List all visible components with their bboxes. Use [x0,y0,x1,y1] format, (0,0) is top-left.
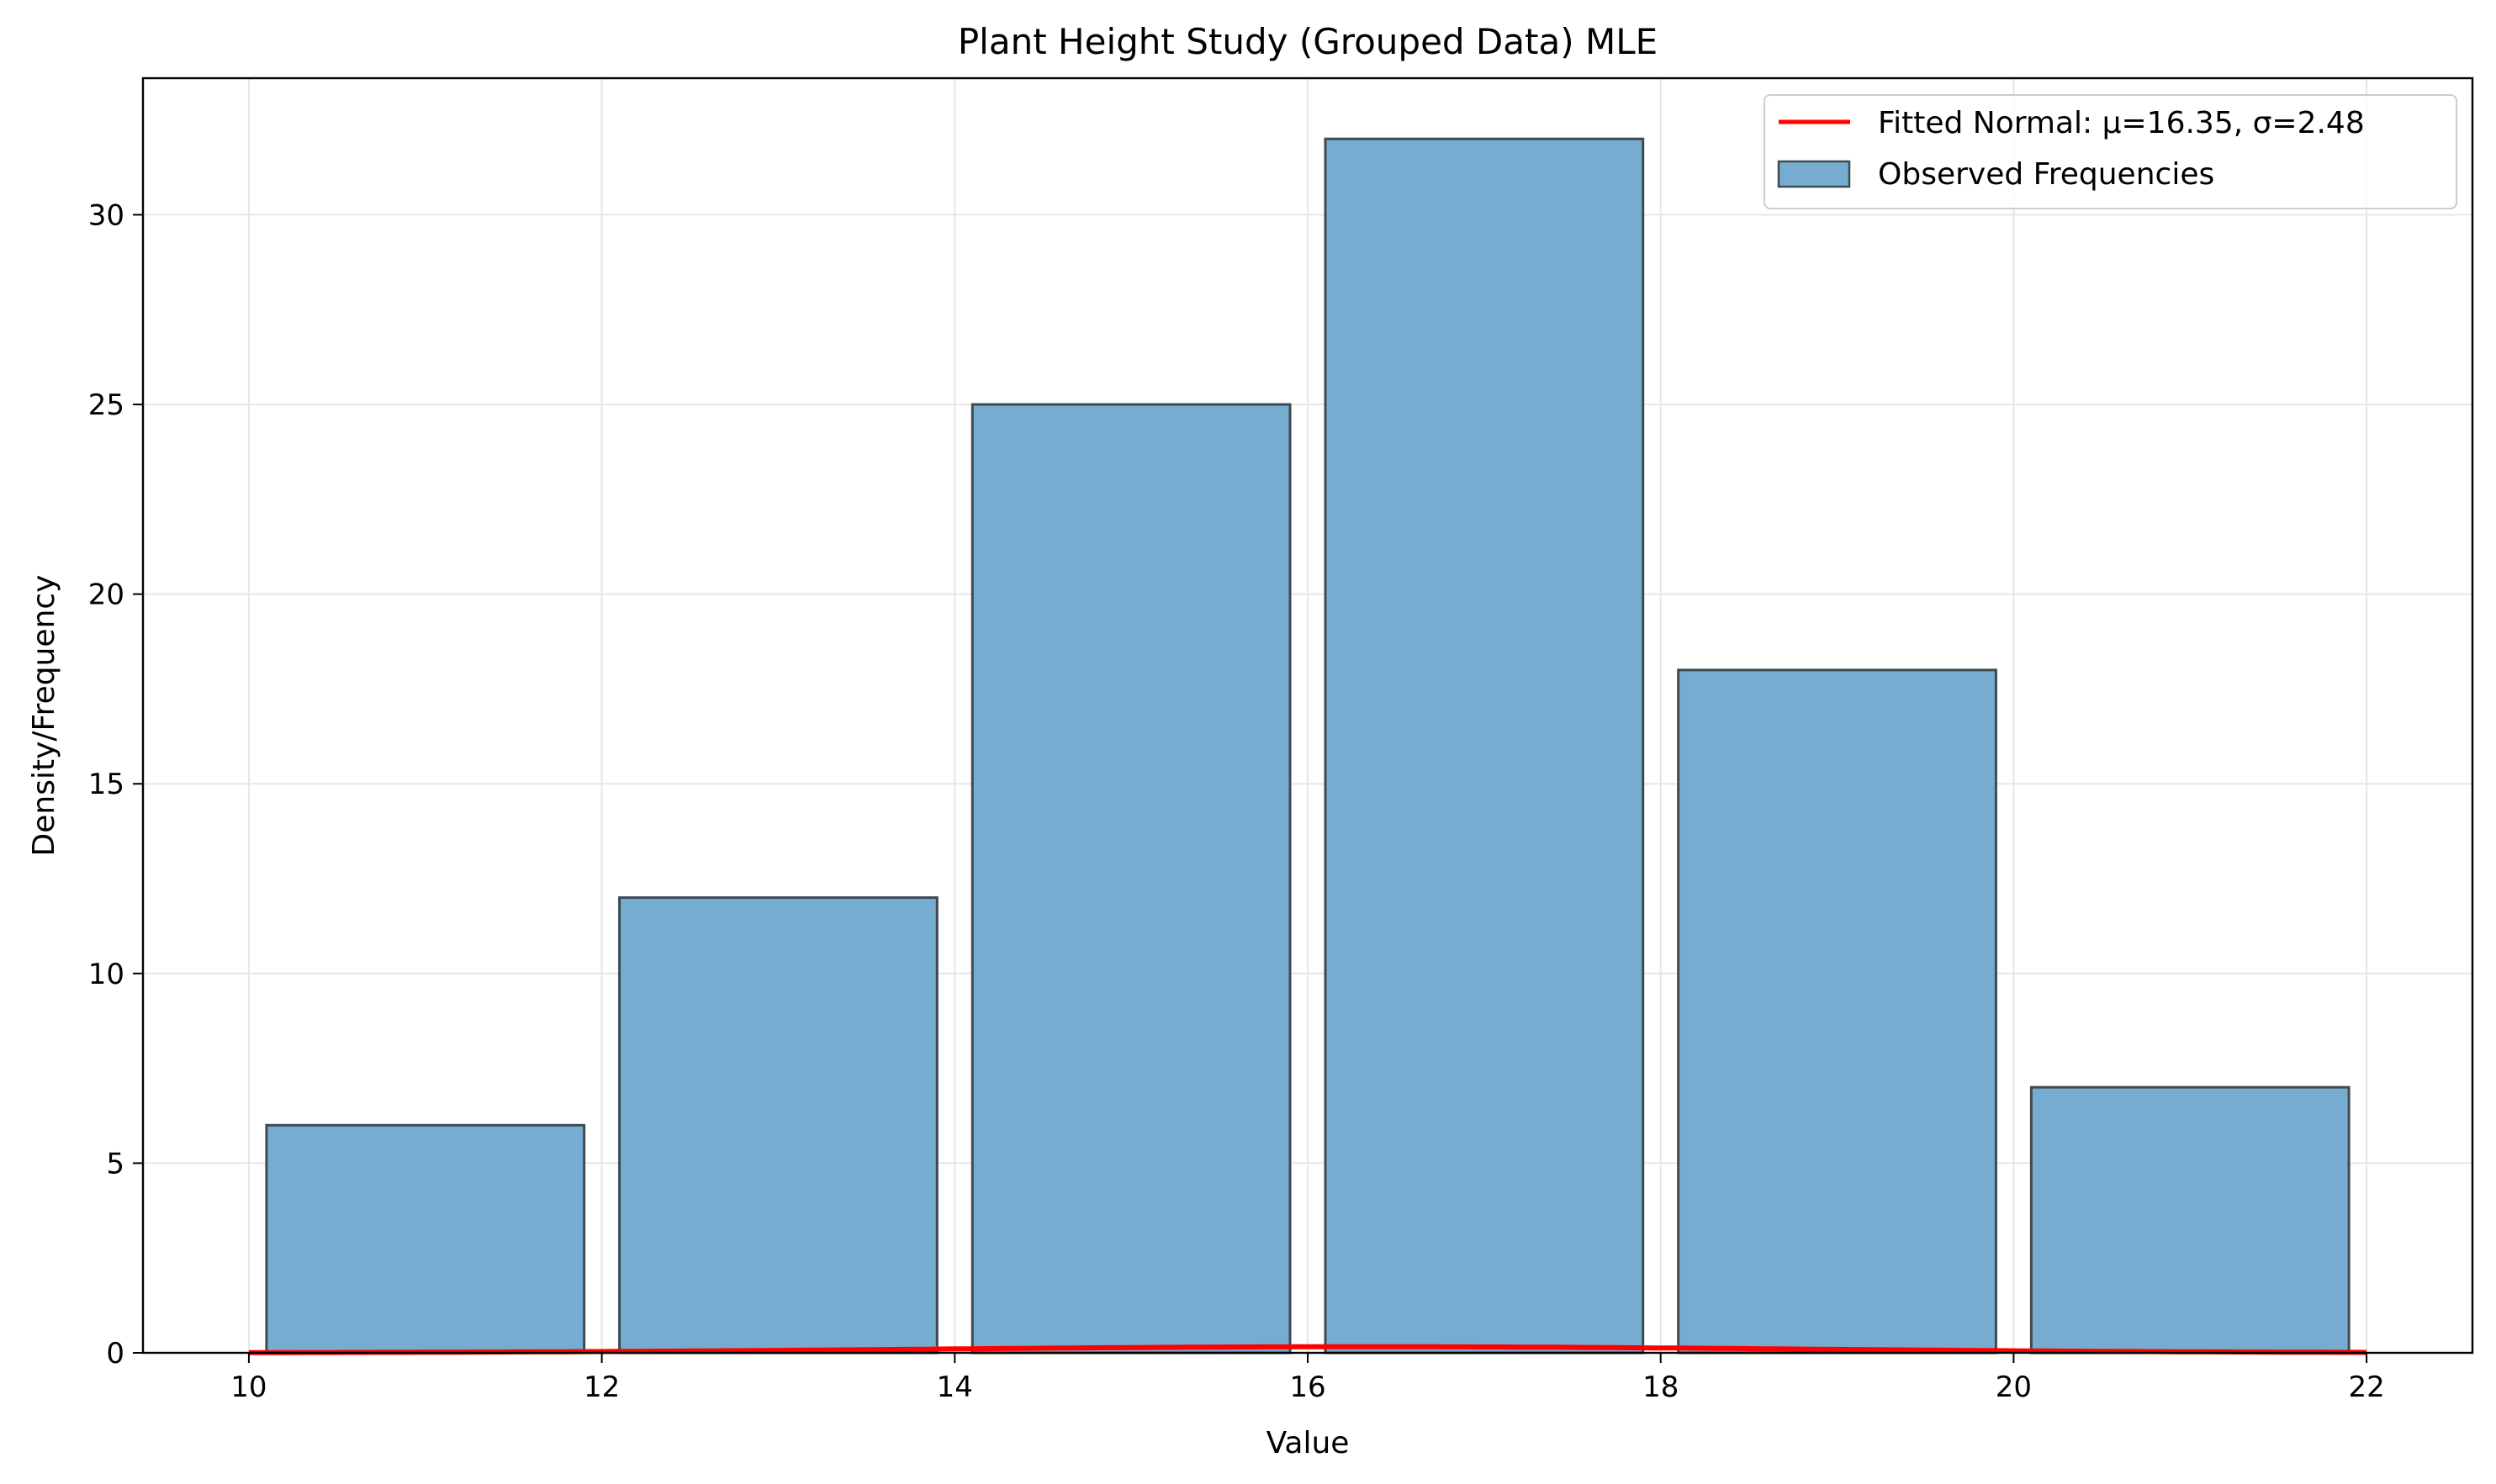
histogram-bar [265,1123,586,1355]
legend-bar-swatch [1777,160,1851,188]
x-tick-label: 16 [1289,1370,1325,1404]
fitted-curve-layer [248,1344,2367,1355]
chart-title: Plant Height Study (Grouped Data) MLE [958,21,1658,62]
x-tick-label: 22 [2348,1370,2384,1404]
histogram-bar [970,403,1292,1355]
legend-box [1764,94,2457,209]
legend-label-fitted-normal: Fitted Normal: μ=16.35, σ=2.48 [1878,106,2365,140]
x-tick-label: 14 [937,1370,973,1404]
x-tick-label: 20 [1996,1370,2032,1404]
y-tick-label: 5 [106,1147,124,1180]
x-tick-label: 12 [584,1370,620,1404]
y-tick-label: 20 [88,578,124,612]
legend-label-observed: Observed Frequencies [1878,157,2214,192]
y-tick-label: 25 [88,388,124,422]
y-tick-label: 10 [88,958,124,991]
y-tick-label: 0 [106,1337,124,1370]
x-tick-label: 18 [1642,1370,1679,1404]
y-axis-ticks: 0 5 10 15 20 25 30 [88,198,143,1370]
histogram-bar [1677,668,1997,1355]
x-axis-ticks: 10 12 14 16 18 20 22 [230,1353,2385,1404]
histogram-bars [265,137,2351,1355]
y-tick-label: 30 [88,198,124,232]
histogram-bar [618,896,939,1355]
x-tick-label: 10 [230,1370,267,1404]
y-tick-label: 15 [88,768,124,801]
histogram-bar [2029,1085,2351,1355]
legend: Fitted Normal: μ=16.35, σ=2.48 Observed … [1764,94,2457,209]
histogram-bar [1324,137,1645,1355]
x-axis-label: Value [1267,1426,1350,1460]
fitted-normal-curve [248,1344,2367,1355]
y-axis-label: Density/Frequency [27,575,61,857]
